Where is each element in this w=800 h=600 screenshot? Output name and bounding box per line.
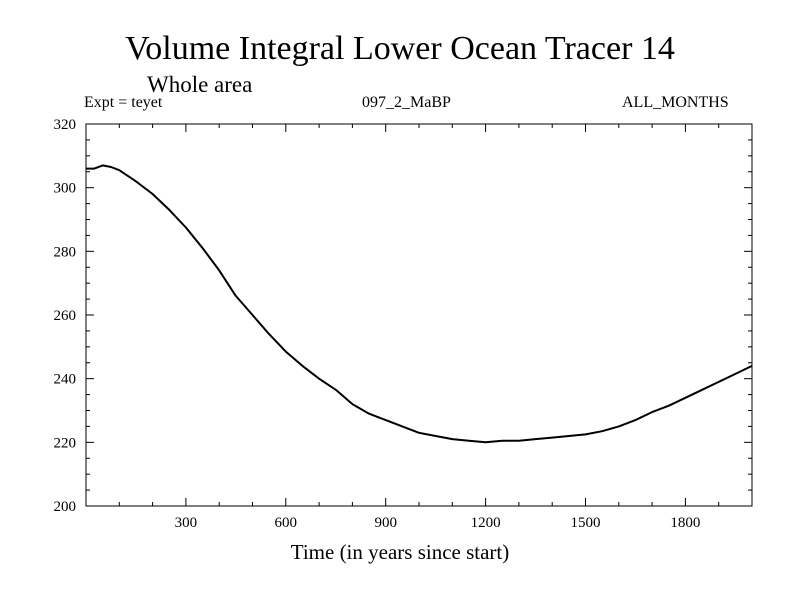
y-tick-label: 320 (54, 117, 77, 133)
y-tick-label: 280 (54, 244, 77, 260)
x-tick-label: 1200 (471, 515, 501, 531)
experiment-label: Expt = teyet (84, 94, 163, 111)
x-tick-label: 1800 (670, 515, 700, 531)
run-label: 097_2_MaBP (362, 94, 451, 111)
y-tick-label: 200 (54, 499, 77, 515)
x-tick-label: 1500 (571, 515, 601, 531)
x-tick-label: 900 (374, 515, 397, 531)
chart-subtitle: Whole area (147, 72, 253, 97)
x-tick-label: 300 (175, 515, 198, 531)
series-line (86, 164, 753, 444)
season-label: ALL_MONTHS (622, 94, 729, 111)
x-axis-label: Time (in years since start) (290, 540, 510, 564)
chart-title: Volume Integral Lower Ocean Tracer 14 (125, 30, 675, 67)
x-tick-label: 600 (275, 515, 298, 531)
y-tick-label: 240 (54, 372, 77, 388)
y-tick-label: 300 (54, 181, 77, 197)
plot-frame (85, 123, 753, 507)
y-tick-label: 220 (54, 435, 77, 451)
y-tick-label: 260 (54, 308, 77, 324)
